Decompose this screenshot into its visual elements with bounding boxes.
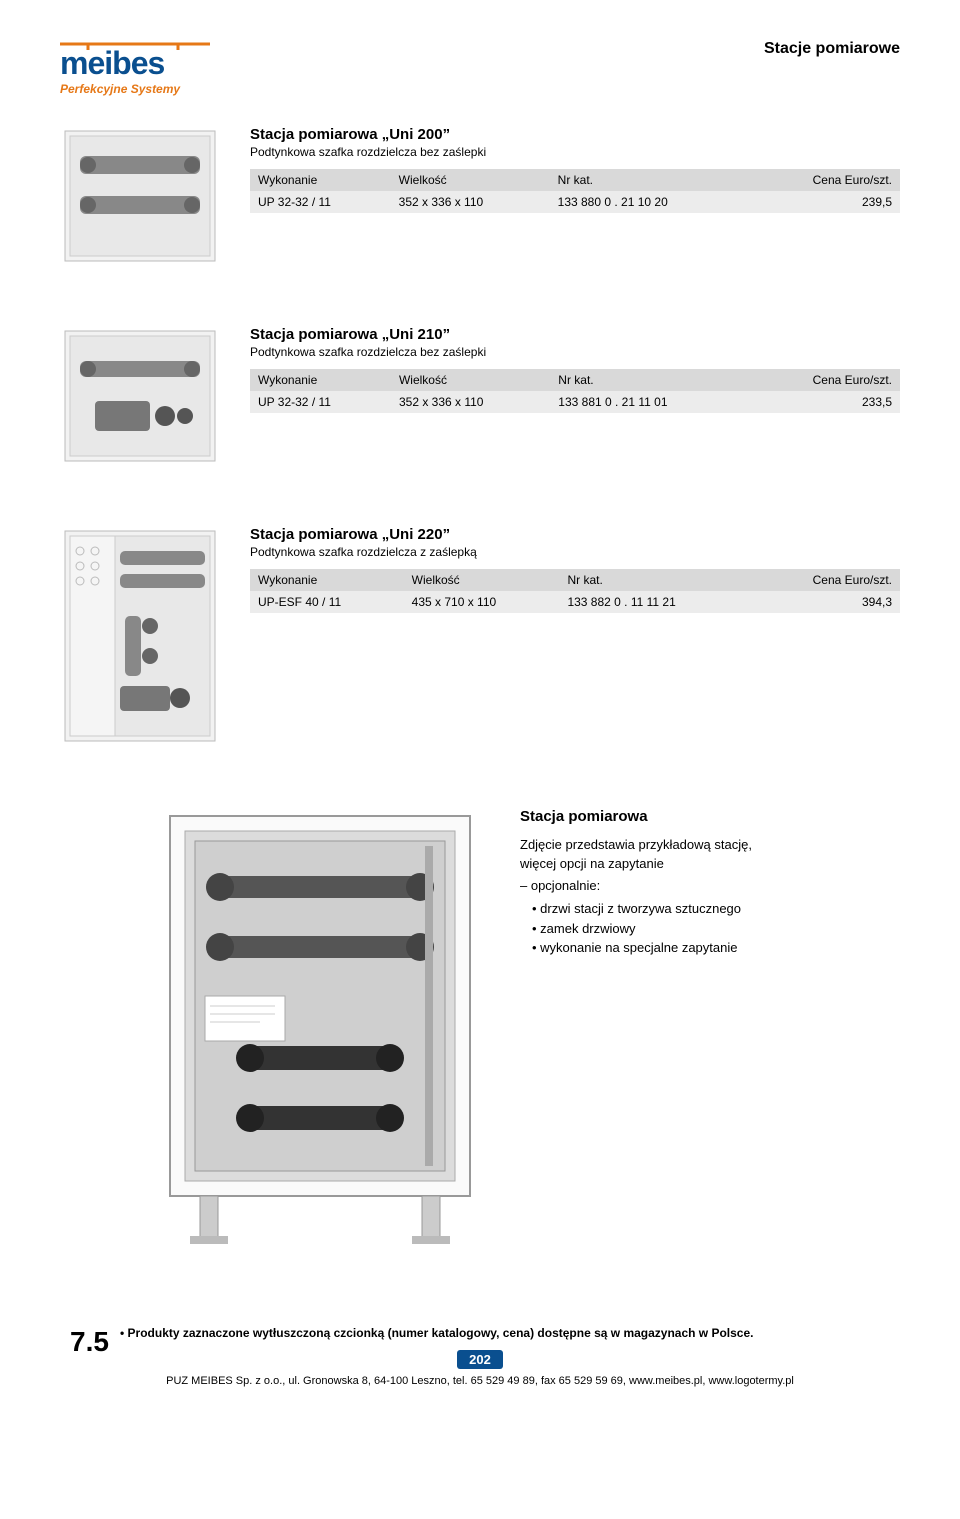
last-desc: więcej opcji na zapytanie bbox=[520, 854, 900, 874]
list-item: wykonanie na specjalne zapytanie bbox=[532, 938, 900, 958]
table-header: Cena Euro/szt. bbox=[749, 369, 900, 391]
opt-label: – opcjonalnie: bbox=[520, 876, 900, 896]
product-image-uni210 bbox=[60, 326, 220, 466]
table-header: Wykonanie bbox=[250, 569, 404, 591]
table-header: Wielkość bbox=[391, 369, 550, 391]
product-subtitle: Podtynkowa szafka rozdzielcza bez zaślep… bbox=[250, 345, 900, 359]
section-number: 7.5 bbox=[70, 1326, 109, 1358]
table-cell: 233,5 bbox=[749, 391, 900, 413]
table-cell: 133 882 0 . 11 11 21 bbox=[559, 591, 752, 613]
product-title: Stacja pomiarowa „Uni 220” bbox=[250, 526, 900, 543]
product-image-cabinet bbox=[150, 806, 490, 1246]
options-list: drzwi stacji z tworzywa sztucznego zamek… bbox=[520, 899, 900, 958]
table-cell: 435 x 710 x 110 bbox=[404, 591, 560, 613]
table-cell: 352 x 336 x 110 bbox=[391, 191, 550, 213]
last-title: Stacja pomiarowa bbox=[520, 806, 900, 829]
table-header: Nr kat. bbox=[550, 169, 749, 191]
table-header: Wielkość bbox=[404, 569, 560, 591]
table-header: Wykonanie bbox=[250, 369, 391, 391]
table-cell: 394,3 bbox=[752, 591, 900, 613]
last-desc: Zdjęcie przedstawia przykładową stację, bbox=[520, 835, 900, 855]
table-cell: 133 881 0 . 21 11 01 bbox=[550, 391, 748, 413]
product-title: Stacja pomiarowa „Uni 210” bbox=[250, 326, 900, 343]
table-header: Cena Euro/szt. bbox=[752, 569, 900, 591]
product-image-uni200 bbox=[60, 126, 220, 266]
spec-table: Wykonanie Wielkość Nr kat. Cena Euro/szt… bbox=[250, 169, 900, 213]
table-row: UP 32-32 / 11 352 x 336 x 110 133 881 0 … bbox=[250, 391, 900, 413]
table-cell: 239,5 bbox=[749, 191, 900, 213]
product-image-uni220 bbox=[60, 526, 220, 746]
table-row: UP-ESF 40 / 11 435 x 710 x 110 133 882 0… bbox=[250, 591, 900, 613]
page-title: Stacje pomiarowe bbox=[764, 40, 900, 58]
table-cell: UP 32-32 / 11 bbox=[250, 191, 391, 213]
svg-text:meibes: meibes bbox=[60, 45, 164, 80]
table-cell: 352 x 336 x 110 bbox=[391, 391, 550, 413]
table-cell: UP 32-32 / 11 bbox=[250, 391, 391, 413]
table-header: Nr kat. bbox=[559, 569, 752, 591]
product-subtitle: Podtynkowa szafka rozdzielcza bez zaślep… bbox=[250, 145, 900, 159]
list-item: drzwi stacji z tworzywa sztucznego bbox=[532, 899, 900, 919]
table-header: Nr kat. bbox=[550, 369, 748, 391]
footer-text: PUZ MEIBES Sp. z o.o., ul. Gronowska 8, … bbox=[60, 1375, 900, 1387]
list-item: zamek drzwiowy bbox=[532, 919, 900, 939]
table-header: Wykonanie bbox=[250, 169, 391, 191]
spec-table: Wykonanie Wielkość Nr kat. Cena Euro/szt… bbox=[250, 569, 900, 613]
table-row: UP 32-32 / 11 352 x 336 x 110 133 880 0 … bbox=[250, 191, 900, 213]
table-cell: 133 880 0 . 21 10 20 bbox=[550, 191, 749, 213]
product-title: Stacja pomiarowa „Uni 200” bbox=[250, 126, 900, 143]
logo-tagline: Perfekcyjne Systemy bbox=[60, 82, 210, 96]
page-number-badge: 202 bbox=[457, 1350, 503, 1369]
spec-table: Wykonanie Wielkość Nr kat. Cena Euro/szt… bbox=[250, 369, 900, 413]
brand-logo: meibes Perfekcyjne Systemy bbox=[60, 40, 210, 96]
table-header: Cena Euro/szt. bbox=[749, 169, 900, 191]
product-subtitle: Podtynkowa szafka rozdzielcza z zaślepką bbox=[250, 545, 900, 559]
table-cell: UP-ESF 40 / 11 bbox=[250, 591, 404, 613]
stock-note: • Produkty zaznaczone wytłuszczoną czcio… bbox=[120, 1326, 900, 1340]
table-header: Wielkość bbox=[391, 169, 550, 191]
